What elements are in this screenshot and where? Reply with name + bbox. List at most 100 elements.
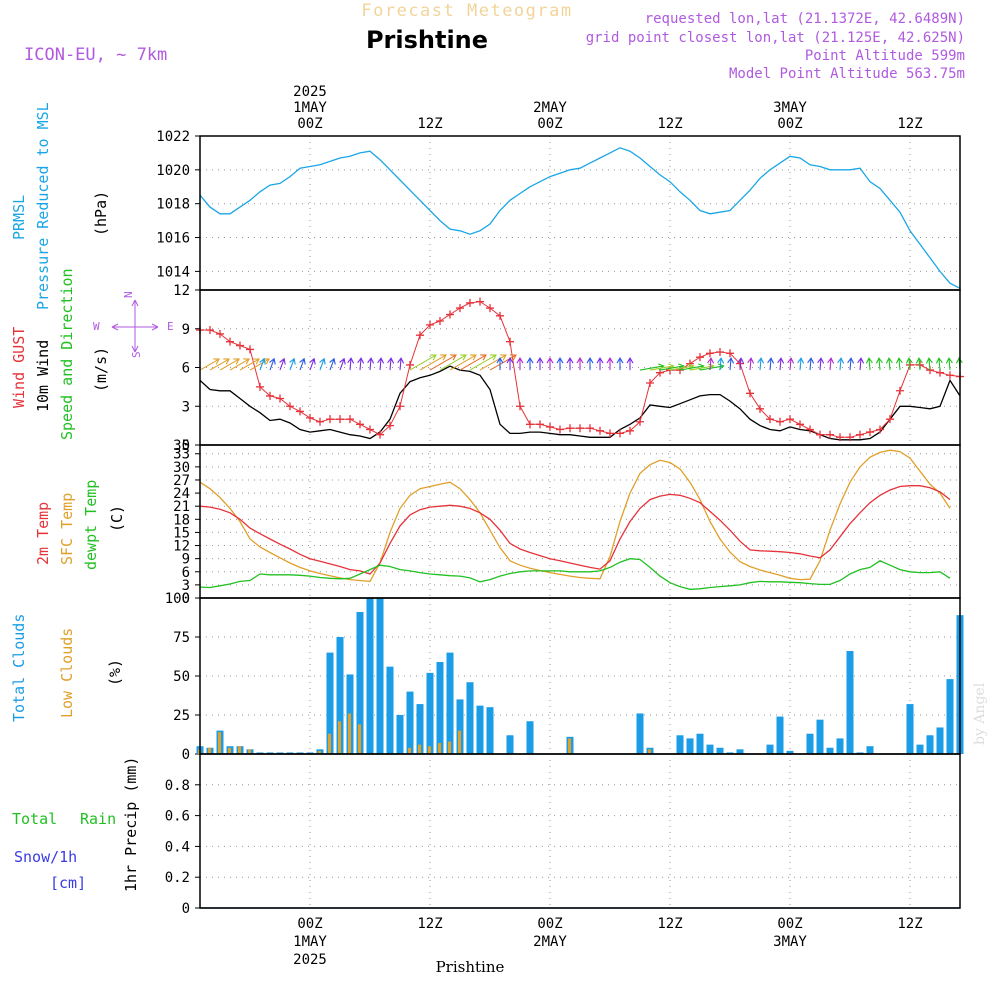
bottom-time-label: 00Z [777, 916, 802, 932]
top-time-label: 00Z [297, 116, 322, 132]
model-point-altitude: Model Point Altitude 563.75m [729, 66, 965, 82]
wind-series-line [199, 365, 961, 441]
wind-arrow [875, 357, 883, 371]
total-cloud-bar [836, 738, 844, 754]
wind-arrow [707, 357, 715, 371]
compass-n: N [122, 291, 135, 298]
bottom-time-label: 3MAY [773, 934, 807, 950]
low-cloud-bar [648, 749, 651, 754]
gust-marker [316, 417, 324, 426]
pressure-panel: PRMSL Pressure Reduced to MSL (hPa) [10, 102, 961, 310]
gust-marker [306, 413, 314, 422]
wind-arrow [439, 354, 467, 371]
panel-frame [199, 753, 961, 909]
total-cloud-bar [356, 612, 364, 754]
wind-direction-arrows [199, 354, 963, 371]
low-cloud-bar [208, 747, 211, 754]
gust-marker [556, 425, 564, 434]
wind-arrow [269, 357, 276, 371]
total-cloud-bar [906, 704, 914, 754]
wind-arrow [757, 357, 765, 371]
wind-arrow [767, 357, 775, 371]
wind-arrow [626, 357, 634, 371]
gust-marker [226, 337, 234, 346]
gust-marker [506, 337, 514, 346]
y-tick-label: 15 [173, 525, 190, 541]
wind-arrow [459, 354, 487, 371]
y-tick-label: 0.8 [165, 778, 190, 794]
grid-lines [195, 135, 960, 909]
total-cloud-bar [446, 652, 454, 754]
gust-marker [536, 420, 544, 429]
gust-marker [496, 311, 504, 320]
speed-direction-label: Speed and Direction [58, 268, 76, 440]
wind-unit-label: (m/s) [92, 347, 110, 392]
precip-rain-label: Rain [80, 810, 116, 828]
wind-arrow [817, 357, 825, 371]
gust-marker [366, 425, 374, 434]
gust-marker [576, 424, 584, 433]
total-cloud-bar [426, 672, 434, 754]
total-cloud-bar [296, 752, 304, 754]
gust-marker [346, 415, 354, 424]
wind-arrow [289, 357, 296, 371]
y-tick-label: 0 [182, 901, 190, 917]
wind-arrow [616, 357, 624, 371]
total-cloud-bar [306, 752, 314, 754]
gust-marker [606, 429, 614, 438]
gust-marker [406, 360, 414, 369]
top-time-label: 3MAY [773, 100, 807, 116]
wind-arrow [586, 357, 594, 371]
meteogram-subtitle: Forecast Meteogram [361, 1, 572, 21]
wind-arrow [239, 358, 260, 371]
total-cloud-bar [386, 666, 394, 754]
low-cloud-bar [438, 743, 441, 754]
wind-arrow [377, 357, 385, 371]
precip-snow-label: Snow/1h [14, 848, 77, 866]
gust-marker [446, 310, 454, 319]
total-cloud-bar [336, 637, 344, 754]
total-cloud-bar [706, 744, 714, 754]
top-time-label: 12Z [657, 116, 682, 132]
wind-arrow [556, 357, 564, 371]
total-cloud-bar [826, 747, 834, 754]
wind-arrow [546, 357, 554, 371]
wind-arrow [209, 358, 230, 371]
total-cloud-bar [266, 752, 274, 754]
gust-marker [876, 425, 884, 434]
total-cloud-bar [946, 679, 954, 754]
wind-arrow [827, 357, 835, 371]
total-cloud-bar [936, 727, 944, 754]
clouds-unit-label: (%) [106, 659, 124, 686]
y-tick-label: 12 [173, 283, 190, 299]
low-cloud-bar [338, 721, 341, 754]
wind-arrow [279, 357, 286, 371]
wind-arrow [249, 358, 270, 371]
top-time-label: 1MAY [293, 100, 327, 116]
wind-arrow [449, 354, 477, 371]
wind-arrow [639, 363, 665, 371]
total-cloud-bar [856, 752, 864, 754]
y-tick-label: 30 [173, 460, 190, 476]
top-time-label: 2025 [293, 84, 327, 100]
gust-marker [416, 331, 424, 340]
gust-marker [776, 417, 784, 426]
y-tick-label: 0.4 [165, 839, 190, 855]
t2m-label: 2m Temp [34, 502, 52, 565]
precip-panel: Total Rain Snow/1h [cm] 1hr Precip (mm) [12, 757, 960, 909]
y-tick-label: 3 [182, 578, 190, 594]
panel-frame [199, 444, 961, 599]
bottom-time-label: 12Z [897, 916, 922, 932]
total-cloud-bar [476, 705, 484, 754]
bottom-time-label: 2MAY [533, 934, 567, 950]
total-cloud-bar [396, 715, 404, 754]
gust-marker [826, 430, 834, 439]
gust-marker [896, 386, 904, 395]
gust-markers [196, 297, 964, 442]
total-cloud-bar [786, 750, 794, 754]
wind-panel: Wind GUST 10m Wind Speed and Direction (… [10, 268, 964, 442]
total-cloud-bar [806, 733, 814, 754]
low-cloud-bar [248, 749, 251, 754]
wind-arrow [737, 357, 745, 371]
